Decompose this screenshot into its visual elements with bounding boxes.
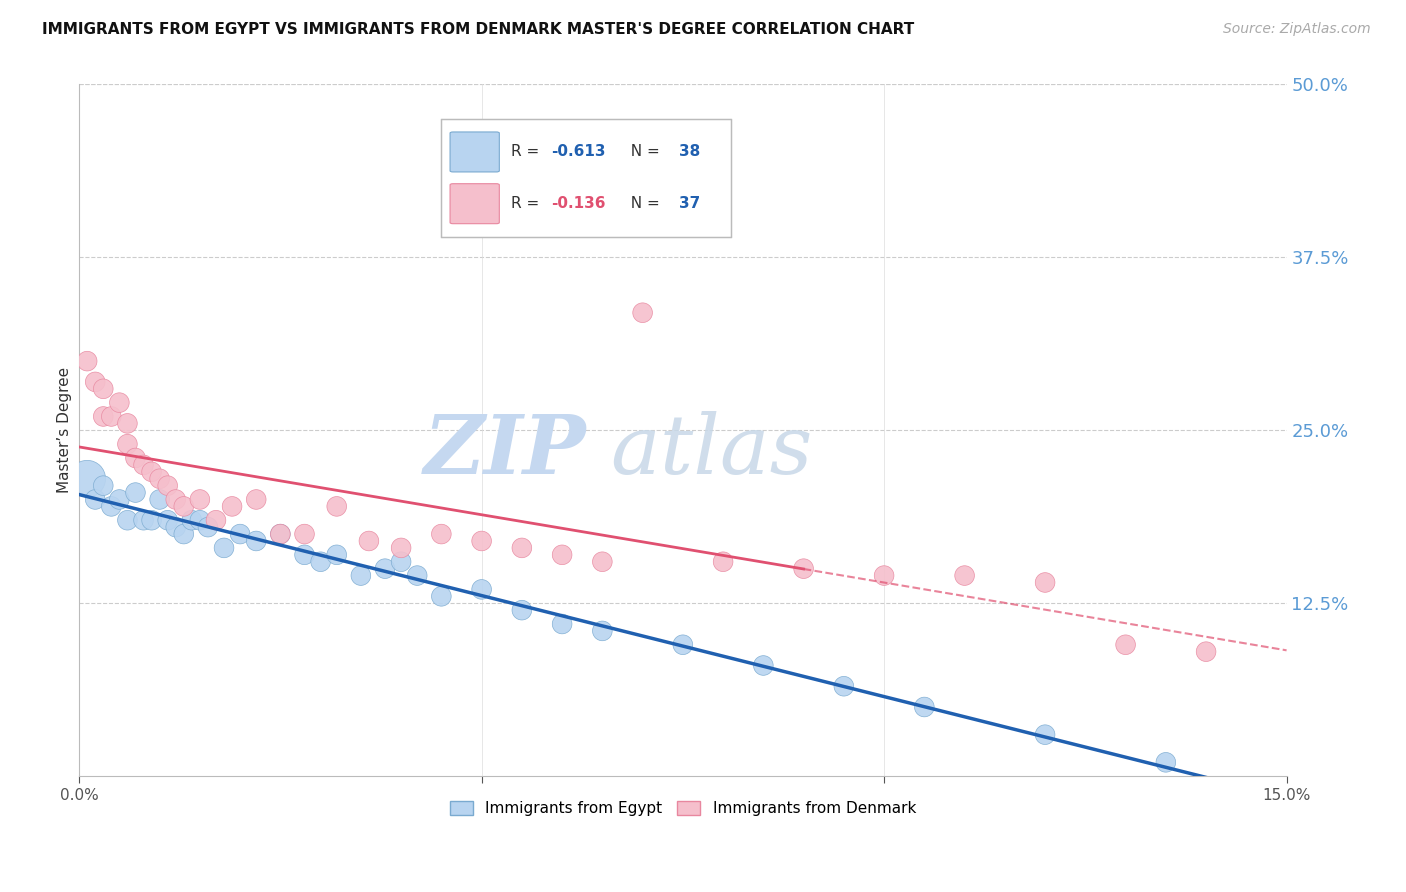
- Point: [76, 472, 98, 486]
- Point: [149, 492, 172, 507]
- Point: [752, 658, 775, 673]
- Point: [294, 527, 316, 541]
- Point: [510, 603, 533, 617]
- Point: [180, 513, 202, 527]
- Point: [873, 568, 896, 582]
- Point: [309, 555, 332, 569]
- Point: [205, 513, 228, 527]
- Point: [245, 492, 267, 507]
- Point: [91, 409, 114, 424]
- Point: [269, 527, 291, 541]
- Point: [188, 492, 211, 507]
- Point: [132, 513, 155, 527]
- Point: [591, 555, 613, 569]
- Point: [374, 562, 396, 576]
- Point: [406, 568, 429, 582]
- Point: [173, 527, 195, 541]
- Point: [471, 533, 494, 548]
- Point: [132, 458, 155, 472]
- Point: [793, 562, 815, 576]
- Point: [269, 527, 291, 541]
- Text: Source: ZipAtlas.com: Source: ZipAtlas.com: [1223, 22, 1371, 37]
- Point: [245, 533, 267, 548]
- Point: [551, 548, 574, 562]
- Point: [141, 465, 163, 479]
- Point: [156, 478, 179, 492]
- Point: [173, 500, 195, 514]
- Point: [117, 513, 139, 527]
- Point: [325, 500, 347, 514]
- Point: [1115, 638, 1137, 652]
- Point: [389, 555, 412, 569]
- Point: [1033, 728, 1056, 742]
- Point: [672, 638, 695, 652]
- Point: [124, 485, 146, 500]
- Point: [91, 478, 114, 492]
- Text: IMMIGRANTS FROM EGYPT VS IMMIGRANTS FROM DENMARK MASTER'S DEGREE CORRELATION CHA: IMMIGRANTS FROM EGYPT VS IMMIGRANTS FROM…: [42, 22, 914, 37]
- Point: [197, 520, 219, 534]
- Point: [117, 437, 139, 451]
- Point: [551, 617, 574, 632]
- Point: [188, 513, 211, 527]
- Point: [108, 395, 131, 409]
- Text: ZIP: ZIP: [423, 411, 586, 491]
- Point: [357, 533, 380, 548]
- Point: [1195, 645, 1218, 659]
- Point: [100, 409, 122, 424]
- Point: [84, 492, 107, 507]
- Y-axis label: Master’s Degree: Master’s Degree: [58, 368, 72, 493]
- Point: [221, 500, 243, 514]
- Point: [389, 541, 412, 555]
- Point: [294, 548, 316, 562]
- Point: [84, 375, 107, 389]
- Point: [430, 590, 453, 604]
- Point: [912, 700, 935, 714]
- Point: [124, 450, 146, 465]
- Point: [953, 568, 976, 582]
- Point: [141, 513, 163, 527]
- Point: [108, 492, 131, 507]
- Point: [229, 527, 252, 541]
- Point: [165, 520, 187, 534]
- Point: [510, 541, 533, 555]
- Point: [156, 513, 179, 527]
- Point: [711, 555, 734, 569]
- Point: [471, 582, 494, 597]
- Point: [832, 679, 855, 693]
- Point: [91, 382, 114, 396]
- Legend: Immigrants from Egypt, Immigrants from Denmark: Immigrants from Egypt, Immigrants from D…: [443, 794, 924, 824]
- Point: [631, 306, 654, 320]
- Point: [212, 541, 235, 555]
- Text: atlas: atlas: [610, 411, 813, 491]
- Point: [1154, 756, 1177, 770]
- Point: [76, 354, 98, 368]
- Point: [117, 417, 139, 431]
- Point: [165, 492, 187, 507]
- Point: [100, 500, 122, 514]
- Point: [350, 568, 373, 582]
- Point: [325, 548, 347, 562]
- Point: [149, 472, 172, 486]
- Point: [430, 527, 453, 541]
- Point: [1033, 575, 1056, 590]
- Point: [591, 624, 613, 638]
